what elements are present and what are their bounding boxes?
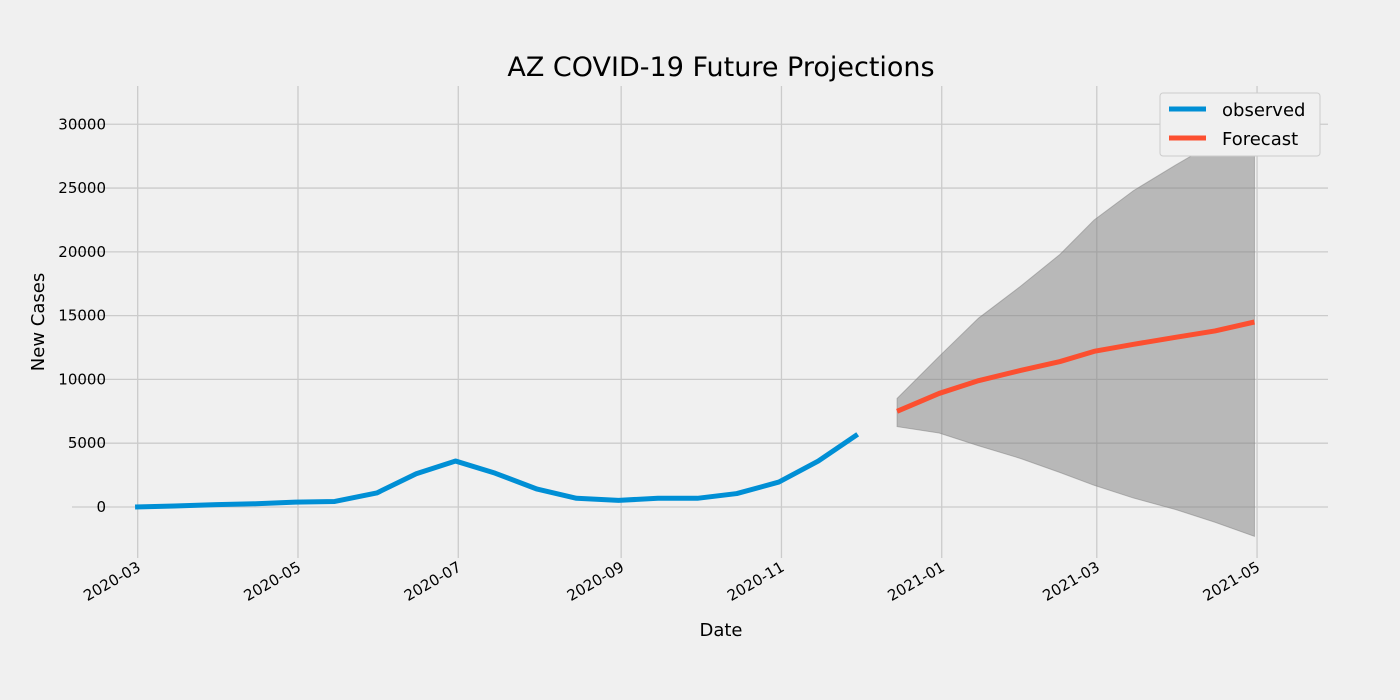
series-group — [134, 319, 1255, 510]
confidence-band-group — [896, 119, 1255, 538]
y-tick-label: 10000 — [58, 370, 106, 388]
series-line-observed — [134, 432, 860, 510]
chart-title: AZ COVID-19 Future Projections — [507, 52, 934, 83]
y-tick-label: 30000 — [58, 115, 106, 133]
y-tick-label: 25000 — [58, 179, 106, 197]
y-tick-label: 15000 — [58, 307, 106, 325]
grid — [72, 86, 1328, 558]
legend-label-forecast: Forecast — [1222, 129, 1298, 150]
x-axis-label: Date — [699, 620, 742, 641]
y-tick-label: 0 — [96, 498, 106, 516]
legend: observed Forecast — [1159, 92, 1321, 157]
y-axis-ticks: 0 5000 10000 15000 20000 25000 30000 — [58, 115, 106, 516]
confidence-band — [896, 119, 1255, 538]
series-line-forecast — [896, 319, 1255, 414]
legend-label-observed: observed — [1222, 100, 1305, 121]
y-tick-label: 5000 — [68, 434, 106, 452]
y-axis-label: New Cases — [28, 273, 49, 371]
y-tick-label: 20000 — [58, 243, 106, 261]
